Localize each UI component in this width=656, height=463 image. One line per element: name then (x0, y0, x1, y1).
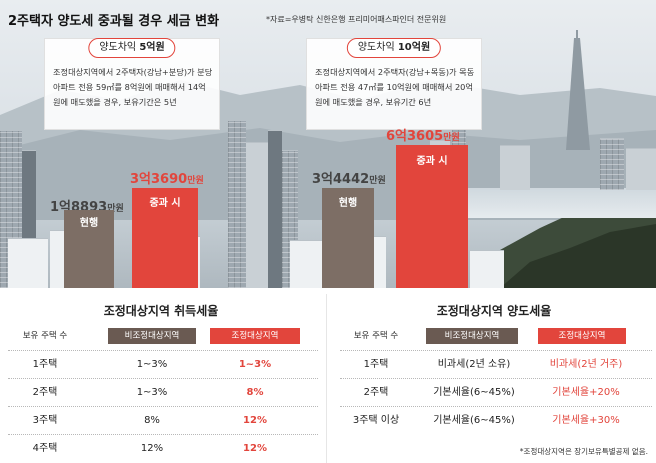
heavy-tax-value: 6억3605만원 (386, 129, 460, 144)
row-key: 3주택 (32, 415, 58, 426)
row-value-highlight: 기본세율+20% (552, 387, 620, 398)
column-header: 조정대상지역 (210, 328, 300, 344)
row-value: 1~3% (136, 387, 168, 398)
column-header: 보유 주택 수 (353, 331, 399, 341)
heavy-tax-bar: 중과 시 (396, 145, 468, 288)
table-row: 3주택 8% 12% (8, 406, 318, 434)
row-value-highlight: 12% (243, 415, 267, 426)
current-tax-bar: 현행 (64, 210, 114, 288)
building (600, 138, 624, 190)
footnote: *조정대상지역은 장기보유특별공제 없음. (519, 447, 648, 456)
building (228, 120, 246, 288)
row-value: 기본세율(6~45%) (433, 387, 515, 398)
transfer-tax-table: 조정대상지역 양도세율 보유 주택 수 비조정대상지역 조정대상지역 1주택 비… (332, 294, 656, 463)
case-card-10eok: 양도차익 10억원 조정대상지역에서 2주택자(강남+목동)가 목동 아파트 전… (306, 38, 482, 130)
apartment-block (470, 250, 504, 288)
row-value-highlight: 비과세(2년 거주) (549, 359, 623, 370)
building (626, 148, 656, 190)
case-card-5eok: 양도차익 5억원 조정대상지역에서 2주택자(강남+분당)가 분당 아파트 전용… (44, 38, 220, 130)
page-title: 2주택자 양도세 중과될 경우 세금 변화 (8, 14, 220, 29)
apartment-block (8, 238, 48, 288)
table-row: 2주택 1~3% 8% (8, 378, 318, 406)
heavy-tax-bar: 중과 시 (132, 188, 198, 288)
row-value: 1~3% (136, 359, 168, 370)
row-value: 비과세(2년 소유) (437, 359, 511, 370)
table-row: 4주택 12% 12% (8, 434, 318, 462)
column-header: 조정대상지역 (538, 328, 626, 344)
capital-gain-pill: 양도차익 5억원 (88, 38, 176, 58)
table-title: 조정대상지역 양도세율 (436, 304, 552, 318)
column-header: 보유 주택 수 (22, 331, 68, 341)
row-key: 1주택 (32, 359, 58, 370)
table-title: 조정대상지역 취득세율 (103, 304, 219, 318)
current-tax-bar: 현행 (322, 188, 374, 288)
capital-gain-pill: 양도차익 10억원 (346, 38, 442, 58)
table-row: 1주택 비과세(2년 소유) 비과세(2년 거주) (340, 350, 652, 378)
table-row: 2주택 기본세율(6~45%) 기본세율+20% (340, 378, 652, 406)
building (500, 145, 530, 190)
acquisition-tax-table: 조정대상지역 취득세율 보유 주택 수 비조정대상지역 조정대상지역 1주택 1… (0, 294, 322, 463)
row-key: 3주택 이상 (352, 415, 400, 426)
row-key: 2주택 (363, 387, 389, 398)
city-photo-background: 2주택자 양도세 중과될 경우 세금 변화 *자료=우병탁 신한은행 프리미어패… (0, 0, 656, 288)
table-row: 1주택 1~3% 1~3% (8, 350, 318, 378)
current-label: 현행 (338, 198, 358, 209)
row-key: 4주택 (32, 443, 58, 454)
table-row: 3주택 이상 기본세율(6~45%) 기본세율+30% (340, 406, 652, 434)
building (246, 142, 268, 288)
column-header: 비조정대상지역 (108, 328, 196, 344)
row-value-highlight: 기본세율+30% (552, 415, 620, 426)
case-description: 조정대상지역에서 2주택자(강남+목동)가 목동 아파트 전용 47㎡를 10억… (315, 67, 475, 107)
row-key: 2주택 (32, 387, 58, 398)
row-value-highlight: 8% (246, 387, 264, 398)
heavy-label: 중과 시 (416, 156, 448, 167)
heavy-label: 중과 시 (149, 198, 181, 209)
heavy-tax-value: 3억3690만원 (130, 172, 204, 187)
row-value: 기본세율(6~45%) (433, 415, 515, 426)
panel-divider (326, 294, 327, 463)
building (268, 130, 282, 288)
row-value: 8% (144, 415, 160, 426)
source-credit: *자료=우병탁 신한은행 프리미어패스파인더 전문위원 (266, 15, 447, 24)
current-tax-value: 3억4442만원 (312, 172, 386, 187)
row-value-highlight: 12% (243, 443, 267, 454)
row-key: 1주택 (363, 359, 389, 370)
column-header: 비조정대상지역 (426, 328, 518, 344)
row-value: 12% (140, 443, 164, 454)
row-value-highlight: 1~3% (238, 359, 272, 370)
case-description: 조정대상지역에서 2주택자(강남+분당)가 분당 아파트 전용 59㎡를 8억원… (53, 67, 213, 107)
current-label: 현행 (79, 218, 99, 229)
